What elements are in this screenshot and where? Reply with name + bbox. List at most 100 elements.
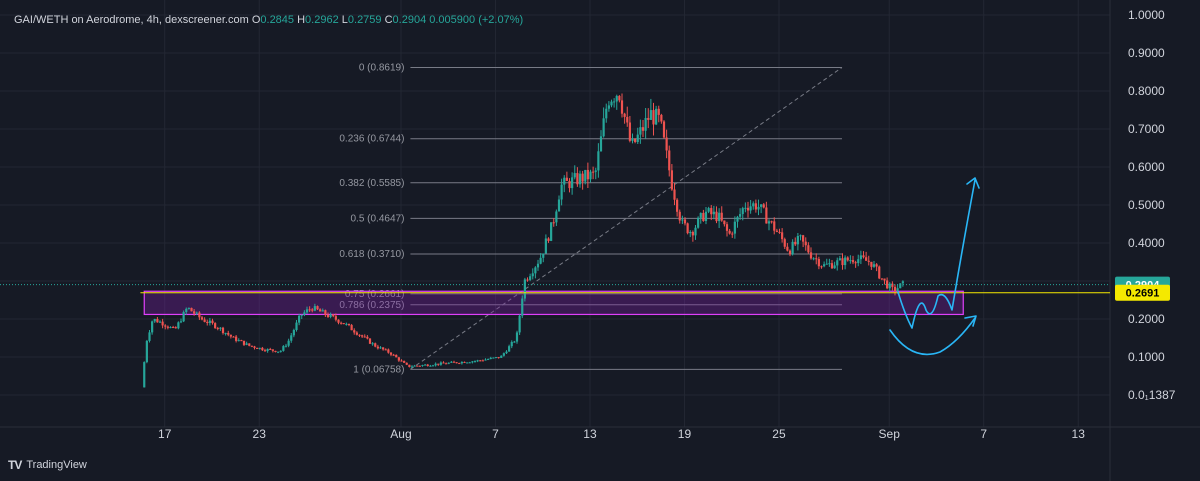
candle-body <box>783 239 786 247</box>
price-axis-tick-label: 0.2000 <box>1128 312 1165 326</box>
candle-body <box>500 355 503 358</box>
candle-body <box>290 335 293 341</box>
candle-body <box>565 177 568 181</box>
candle-body <box>282 346 285 351</box>
candle-body <box>439 362 442 365</box>
candle-body <box>744 207 747 209</box>
candle-body <box>539 257 542 264</box>
candle-body <box>786 246 789 251</box>
candle-body <box>232 336 235 338</box>
candle-body <box>368 338 372 344</box>
candle-body <box>156 318 159 323</box>
candle-body <box>324 310 327 315</box>
support-price-badge: 0.2691 <box>1126 288 1160 300</box>
header-open-label: O <box>249 14 261 26</box>
candle-body <box>830 263 834 269</box>
fibonacci-retracement[interactable]: 0 (0.8619) 0.236 (0.6744) 0.382 (0.5585) 0.… <box>339 62 843 375</box>
candle-body <box>723 220 726 225</box>
candle-body <box>437 363 440 365</box>
candle-body <box>263 350 267 352</box>
time-axis-tick-label: 13 <box>1072 427 1086 441</box>
candle-body <box>670 170 673 190</box>
candle-body <box>710 208 713 215</box>
candle-body <box>476 360 479 362</box>
candle-body <box>198 312 201 318</box>
candle-body <box>589 171 592 180</box>
candle-body <box>316 306 319 310</box>
chart-header: GAI/WETH on Aerodrome, 4h, dexscreener.c… <box>14 14 523 26</box>
candle-body <box>200 317 204 320</box>
candle-body <box>303 312 306 315</box>
candle-body <box>489 357 492 360</box>
candle-body <box>442 362 445 364</box>
candle-body <box>253 346 256 348</box>
header-change: 0.005900 (+2.07%) <box>426 14 523 26</box>
projection-path-up[interactable] <box>897 179 976 329</box>
candle-body <box>733 221 736 234</box>
candle-body <box>445 363 448 365</box>
candle-body <box>731 233 734 235</box>
candle-body <box>833 265 836 269</box>
candle-body <box>849 260 852 262</box>
candle-body <box>720 212 723 221</box>
candle-body <box>631 138 634 141</box>
candle-body <box>752 203 755 207</box>
time-axis[interactable]: 17 23 Aug 7 13 19 25 Sep 7 13 <box>158 427 1085 441</box>
candle-body <box>279 350 282 352</box>
candle-body <box>754 203 757 210</box>
candle-body <box>494 357 498 359</box>
candle-body <box>384 349 387 351</box>
candle-body <box>586 169 589 180</box>
candle-body <box>479 360 482 362</box>
candle-body <box>817 259 820 267</box>
price-axis-tick-label: 0.6000 <box>1128 160 1165 174</box>
projection-drawing[interactable] <box>889 177 980 356</box>
candle-body <box>421 365 424 367</box>
candle-body <box>809 252 813 259</box>
candle-body <box>508 346 511 352</box>
candle-body <box>305 309 309 313</box>
candle-body <box>374 343 377 347</box>
candle-body <box>552 222 555 224</box>
candle-body <box>896 288 899 292</box>
candle-body <box>518 315 521 333</box>
candle-body <box>242 340 246 345</box>
fib-trend-line[interactable] <box>410 67 843 370</box>
candle-body <box>326 314 330 317</box>
candle-body <box>355 332 358 335</box>
candle-body <box>345 323 348 325</box>
candle-body <box>568 180 571 189</box>
candle-body <box>471 361 474 363</box>
support-zone-box[interactable] <box>143 290 964 316</box>
candle-body <box>576 173 579 185</box>
candle-body <box>736 216 739 222</box>
candle-body <box>431 365 435 367</box>
candle-body <box>697 217 700 228</box>
candle-body <box>820 266 823 268</box>
support-zone[interactable] <box>143 290 964 316</box>
candle-body <box>332 314 335 317</box>
projection-path-curve[interactable] <box>889 317 976 356</box>
candle-body <box>652 110 655 125</box>
candle-body <box>389 352 393 355</box>
candle-body <box>350 325 353 331</box>
time-axis-tick-label: 7 <box>980 427 987 441</box>
candle-body <box>773 221 776 231</box>
candle-body <box>269 349 272 351</box>
header-high-label: H <box>294 14 305 26</box>
candle-body <box>410 366 414 368</box>
candle-body <box>531 273 534 277</box>
price-axis[interactable]: 1.0000 0.9000 0.8000 0.7000 0.6000 0.5000 0.40… <box>1115 8 1176 402</box>
candle-body <box>237 340 240 342</box>
candle-body <box>177 322 180 329</box>
candle-body <box>424 364 427 366</box>
candle-body <box>340 322 343 324</box>
candle-body <box>505 351 508 354</box>
candle-body <box>224 332 227 334</box>
candle-body <box>605 108 608 119</box>
fib-level-label: 0.75 (0.2661) <box>345 289 405 300</box>
candle-body <box>214 323 217 328</box>
projection-arrowhead-curve <box>964 315 977 327</box>
